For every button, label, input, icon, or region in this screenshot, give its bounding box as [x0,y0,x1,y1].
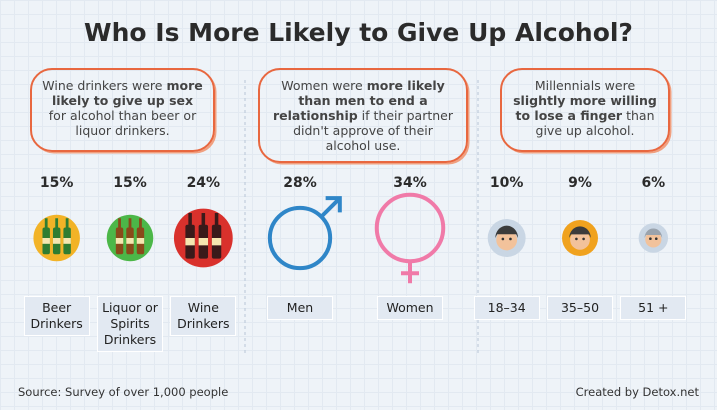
category-label: Women [377,296,443,320]
eye [509,237,512,241]
note-box: Wine drinkers were more likely to give u… [30,68,215,152]
credit: Created by Detox.net [575,385,699,399]
note-text: Women were [281,78,367,93]
percent-label: 6% [641,175,666,191]
bottle-neck [65,218,69,229]
category-label: 35–50 [547,296,613,320]
source: Source: Survey of over 1,000 people [18,385,229,399]
bottle-label [115,238,124,244]
percent-label: 15% [113,175,147,191]
percent-label: 9% [568,175,592,191]
bottle-label [185,238,195,246]
category-label: Beer Drinkers [23,296,90,336]
percent-label: 34% [393,175,427,191]
face [496,229,518,251]
note-text: more likely than men to end a relationsh… [273,78,445,123]
gender-ring [267,205,333,271]
percent-label: 28% [283,175,317,191]
bottle-label [63,238,71,244]
note-text: Millennials were [534,78,636,93]
note-text: more likely to give up sex [51,78,203,108]
category-label: Wine Drinkers [170,296,237,336]
eye [582,237,585,241]
bottle-neck [118,218,121,229]
gender-arrow [319,197,341,219]
eye [654,237,658,241]
category-label: 51 + [620,296,687,320]
bottle-label [126,238,134,244]
category-label: 18–34 [473,296,540,320]
bottle-label [52,238,61,244]
note-text: for alcohol than beer or liquor drinkers… [48,108,197,138]
note-box: Women were more likely than men to end a… [258,68,468,163]
note-text: Wine drinkers were [42,78,167,93]
eye [649,237,652,241]
category-label: Liquor or Spirits Drinkers [97,296,163,352]
bottle-label [136,238,145,244]
gender-arrow-head [325,196,342,213]
bottle-neck [214,213,219,227]
percent-label: 15% [39,175,74,191]
note-text: if their partner didn't approve of their… [293,108,453,153]
bottle-neck [128,218,132,229]
bottle-label [198,238,209,246]
bottle-neck [188,213,192,227]
note-text: slightly more willing to lose a finger [513,93,657,123]
eye [501,237,505,241]
category-label: Men [267,296,333,320]
title: Who Is More Likely to Give Up Alcohol? [84,18,633,47]
note-text: than give up alcohol. [535,108,655,138]
bottle-neck [201,213,206,227]
face [570,229,590,250]
bottle-neck [55,218,59,229]
bottle-label [42,238,50,244]
hair [495,225,519,238]
note-box: Millennials were slightly more willing t… [500,68,670,152]
hair [644,228,663,238]
gender-ring [374,192,446,264]
face [645,231,662,248]
bottle-neck [139,218,142,229]
percent-label: 10% [489,175,524,191]
bottle-neck [44,218,48,229]
hair [569,226,591,238]
eye [575,237,578,241]
percent-label: 24% [186,175,221,191]
bottle-label [211,238,222,246]
